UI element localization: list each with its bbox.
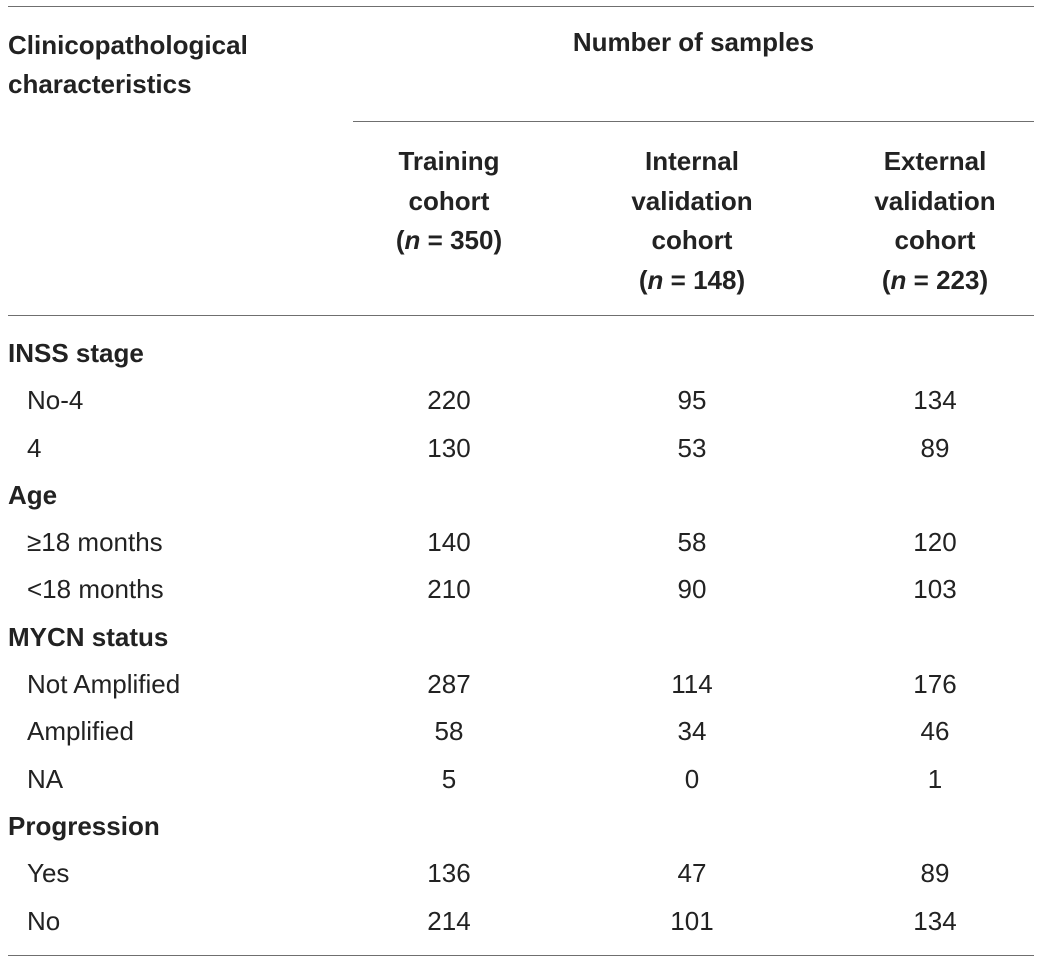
table-cell: 134 — [913, 385, 957, 416]
n-value: = 148) — [663, 264, 746, 295]
n-symbol: n — [404, 225, 421, 255]
table-body: INSS stage No-4 220 95 134 4 130 53 89 Age ≥18 mon… — [0, 330, 1040, 945]
row-label: No-4 — [27, 385, 84, 416]
column-header-line: cohort — [894, 225, 976, 255]
header-bottom-rule — [8, 315, 1034, 316]
table-cell: 89 — [920, 432, 950, 463]
n-symbol: n — [890, 264, 907, 295]
table-cell: 130 — [427, 432, 471, 463]
table-cell: 34 — [677, 716, 707, 747]
table-cell: 90 — [677, 574, 707, 605]
group-row: INSS stage — [0, 330, 1040, 377]
table-cell: 0 — [684, 763, 700, 794]
n-value: = 223) — [906, 264, 989, 295]
characteristics-header: Clinicopathological characteristics — [8, 26, 348, 104]
row-label: Not Amplified — [27, 669, 181, 700]
table-row: No-4 220 95 134 — [0, 377, 1040, 424]
row-label: ≥18 months — [27, 527, 163, 558]
row-label: Amplified — [27, 716, 134, 747]
paren-open: ( — [395, 225, 405, 255]
table-cell: 134 — [913, 905, 957, 936]
group-row: Progression — [0, 803, 1040, 850]
table-row: ≥18 months 140 58 120 — [0, 519, 1040, 566]
table-row: <18 months 210 90 103 — [0, 566, 1040, 613]
n-symbol: n — [647, 264, 664, 295]
column-header-line: Training — [398, 146, 500, 176]
n-value: = 350) — [420, 225, 503, 255]
number-of-samples-header: Number of samples — [572, 27, 815, 57]
table-row: Yes 136 47 89 — [0, 850, 1040, 897]
column-header-line: External — [883, 146, 987, 176]
table-cell: 120 — [913, 527, 957, 558]
characteristics-header-line1: Clinicopathological — [8, 30, 248, 60]
table-row: 4 130 53 89 — [0, 425, 1040, 472]
row-label: <18 months — [27, 574, 164, 605]
group-label: Age — [8, 479, 58, 510]
paren-open: ( — [881, 264, 891, 295]
table-row: Not Amplified 287 114 176 — [0, 661, 1040, 708]
column-header-line: Internal — [645, 146, 739, 176]
characteristics-header-line2: characteristics — [8, 69, 192, 99]
column-header-internal-validation: Internal validation cohort (n = 148) — [582, 142, 802, 300]
group-label: Progression — [8, 810, 160, 841]
row-label: NA — [27, 763, 64, 794]
table-cell: 214 — [427, 905, 471, 936]
table-cell: 140 — [427, 527, 471, 558]
table-cell: 1 — [927, 763, 943, 794]
row-label: No — [27, 905, 61, 936]
table-cell: 58 — [434, 716, 464, 747]
group-label: MYCN status — [8, 621, 169, 652]
table-cell: 136 — [427, 858, 471, 889]
table-row: Amplified 58 34 46 — [0, 708, 1040, 755]
row-label: 4 — [27, 432, 42, 463]
table-cell: 114 — [671, 669, 713, 700]
table-cell: 287 — [427, 669, 471, 700]
table-cell: 89 — [920, 858, 950, 889]
paren-open: ( — [638, 264, 648, 295]
column-header-n-line: (n = 148) — [582, 261, 802, 301]
column-header-line: validation — [874, 185, 996, 216]
table-cell: 101 — [670, 905, 714, 936]
column-header-line: validation — [631, 185, 753, 216]
table-bottom-rule — [8, 955, 1034, 956]
table-top-rule — [8, 6, 1034, 7]
table-cell: 53 — [677, 432, 707, 463]
group-label: INSS stage — [8, 338, 144, 368]
table-cell: 220 — [427, 385, 471, 416]
table-cell: 210 — [427, 574, 471, 605]
column-header-n-line: (n = 223) — [825, 261, 1040, 301]
column-header-line: cohort — [408, 185, 490, 216]
column-header-n-line: (n = 350) — [339, 221, 559, 261]
table-cell: 176 — [913, 669, 957, 700]
column-header-external-validation: External validation cohort (n = 223) — [825, 142, 1040, 300]
table-cell: 58 — [677, 527, 707, 558]
table-cell: 103 — [913, 574, 957, 605]
table-cell: 46 — [920, 716, 950, 747]
table-row: NA 5 0 1 — [0, 756, 1040, 803]
group-header-rule — [353, 121, 1034, 122]
column-header-line: cohort — [651, 225, 733, 255]
row-label: Yes — [27, 858, 70, 889]
table-cell: 47 — [677, 858, 707, 889]
group-row: MYCN status — [0, 614, 1040, 661]
column-header-training: Training cohort (n = 350) — [339, 142, 559, 261]
group-row: Age — [0, 472, 1040, 519]
table-cell: 5 — [441, 763, 457, 794]
table-row: No 214 101 134 — [0, 898, 1040, 945]
table-cell: 95 — [677, 385, 707, 416]
